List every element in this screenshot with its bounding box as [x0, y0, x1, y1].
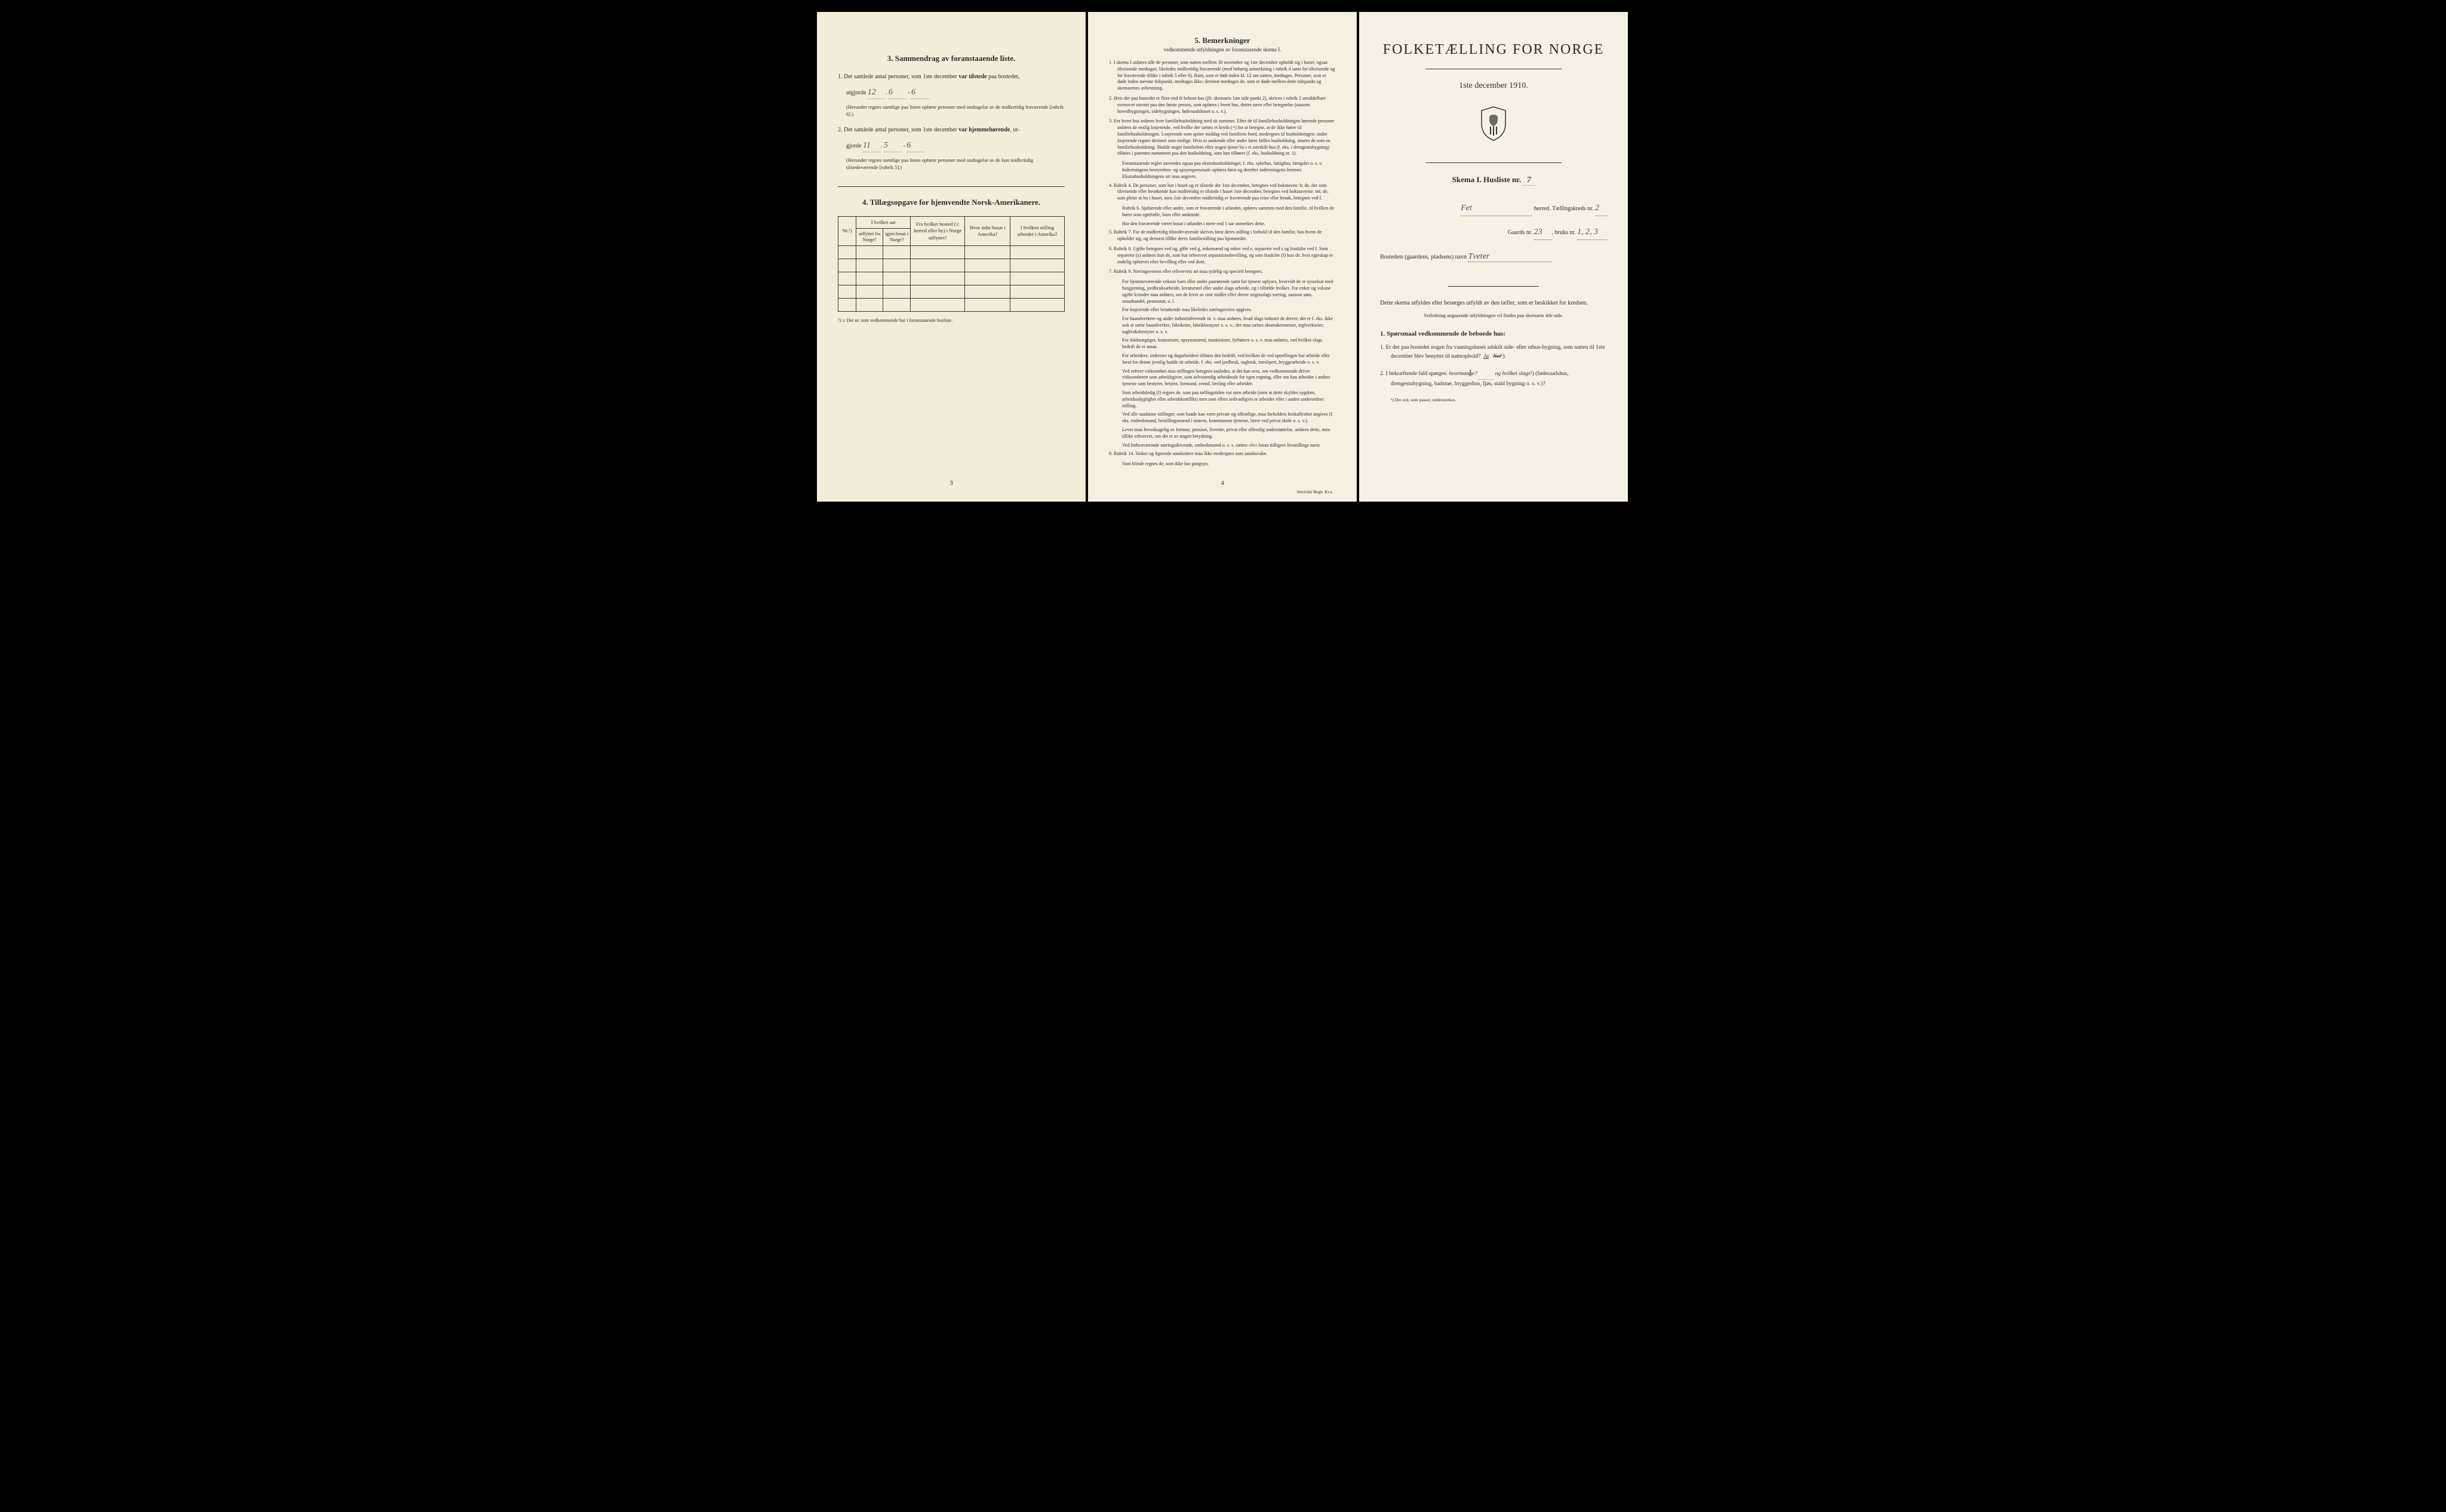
bemerk-item: 4. Rubrik 4. De personer, som bor i huse…: [1109, 183, 1336, 202]
instruction1: Dette skema utfyldes eller besørges utfy…: [1380, 299, 1607, 308]
section3-item1-values: utgjorde 12. 6 - 6: [838, 86, 1065, 99]
bruks-nr: 1, 2, 3: [1577, 225, 1607, 240]
section3-item1: 1. Det samlede antal personer, som 1ste …: [838, 72, 1065, 81]
val2-b: 5: [884, 139, 902, 152]
bemerk-item: For fuldmægtiger, kontorister, opsynsmæn…: [1109, 337, 1336, 351]
bemerk-item: For haandverkere og andre industridriven…: [1109, 316, 1336, 335]
section3-note2: (Herunder regnes samtlige paa listen opf…: [838, 157, 1065, 171]
page-number-4: 4: [1221, 480, 1224, 487]
bostedet-val: Tveter: [1468, 252, 1551, 262]
page-1-title: FOLKETÆLLING FOR NORGE 1ste december 191…: [1359, 12, 1628, 502]
col-bosted: Fra hvilket bosted (ɔ: herred eller by) …: [911, 216, 965, 246]
bemerkninger-list: 1. I skema I anføres alle de personer, s…: [1109, 60, 1336, 468]
bemerk-item: 7. Rubrik 9. Næringsveiens eller erhverv…: [1109, 269, 1336, 275]
question-1: 1. Er der paa bostedet nogen fra vaaning…: [1380, 343, 1607, 361]
section4-heading: 4. Tillægsopgave for hjemvendte Norsk-Am…: [838, 198, 1065, 207]
q1-nei: Nei: [1493, 354, 1501, 359]
val1-a: 12: [868, 86, 886, 99]
bemerk-item: 2. Hvis der paa bostedet er flere end ét…: [1109, 96, 1336, 115]
crest-divider: [1425, 162, 1562, 163]
q2-count: 1: [1479, 367, 1494, 380]
table-row: [838, 285, 1065, 299]
section3-item2-values: gjorde 11. 5 - 6: [838, 139, 1065, 152]
bemerk-item: Som arbeidsledig (l) regnes de, som paa …: [1109, 390, 1336, 409]
col-igjen: igjen bosat i Norge?: [883, 228, 910, 246]
bemerk-item: Rubrik 6. Sjøfarende eller andre, som er…: [1109, 205, 1336, 219]
husliste-nr: 7: [1523, 176, 1535, 186]
document-wrapper: 3. Sammendrag av foranstaaende liste. 1.…: [817, 12, 1629, 502]
main-title: FOLKETÆLLING FOR NORGE: [1380, 42, 1607, 58]
table-row: [838, 259, 1065, 272]
section5-subheading: vedkommende utfyldningen av foranstaaend…: [1109, 47, 1336, 53]
val1-c: 6: [911, 86, 929, 99]
bemerk-item: Ved alle saadanne stillinger, som baade …: [1109, 411, 1336, 425]
kreds-nr: 2: [1595, 201, 1607, 216]
printer-note: Steen'ske Bogtr. Kr.a.: [1296, 490, 1333, 494]
col-utflyttet: utflyttet fra Norge?: [856, 228, 883, 246]
bemerk-item: For arbeidere, inderster og dagarbeidere…: [1109, 353, 1336, 366]
table-row: [838, 299, 1065, 312]
herred-line: Fet herred. Tællingskreds nr. 2: [1380, 201, 1607, 216]
divider: [838, 186, 1065, 187]
section3-item2: 2. Det samlede antal personer, som 1ste …: [838, 125, 1065, 134]
bemerk-item: Foranstaaende regler anvendes ogsaa paa …: [1109, 161, 1336, 180]
coat-of-arms-icon: [1380, 106, 1607, 145]
bemerk-item: Har den fraværende været bosat i utlande…: [1109, 221, 1336, 228]
herred-val: Fet: [1461, 201, 1532, 216]
val1-b: 6: [889, 86, 907, 99]
question-2: 2. I bekræftende fald spørges: hvormange…: [1380, 367, 1607, 388]
page-4-bemerkninger: 5. Bemerkninger vedkommende utfyldningen…: [1088, 12, 1357, 502]
gaards-line: Gaards nr. 23, bruks nr. 1, 2, 3: [1380, 225, 1607, 240]
col-sidst: Hvor sidst bosat i Amerika?: [965, 216, 1010, 246]
instruction2: Veiledning angaaende utfyldningen vil fi…: [1380, 312, 1607, 318]
bemerk-item: Ved enhver virksomhet maa stillingen bet…: [1109, 368, 1336, 388]
section3-heading: 3. Sammendrag av foranstaaende liste.: [838, 54, 1065, 63]
skema-line: Skema I. Husliste nr. 7: [1380, 175, 1607, 186]
subtitle: 1ste december 1910.: [1380, 81, 1607, 91]
col-aar: I hvilket aar: [856, 216, 911, 228]
page-3-sammendrag: 3. Sammendrag av foranstaaende liste. 1.…: [817, 12, 1086, 502]
section3-note1: (Herunder regnes samtlige paa listen opf…: [838, 104, 1065, 118]
bemerk-item: For losjerende eller besøkende maa likel…: [1109, 307, 1336, 314]
question-heading: 1. Spørsmaal vedkommende de beboede hus:: [1380, 330, 1607, 337]
section5-heading: 5. Bemerkninger: [1109, 36, 1336, 45]
val2-a: 11: [863, 139, 881, 152]
bemerk-item: 6. Rubrik 8. Ugifte betegnes ved ug, gif…: [1109, 246, 1336, 265]
bemerk-item: 8. Rubrik 14. Sinker og lignende aandssl…: [1109, 451, 1336, 457]
tillaeg-table: Nr.¹) I hvilket aar Fra hvilket bosted (…: [838, 216, 1065, 312]
page3-footnote: ¹) Det ord, som passer, understrekes.: [1380, 397, 1607, 402]
table-row: [838, 246, 1065, 259]
q1-ja: Ja: [1483, 354, 1489, 359]
bemerk-item: Som blinde regnes de, som ikke har gangs…: [1109, 461, 1336, 468]
page-number-3: 3: [949, 480, 953, 487]
bemerk-item: 3. For hvert hus anføres hver familiehus…: [1109, 118, 1336, 157]
bemerk-item: Lever man hovedsagelig av formue, pensio…: [1109, 427, 1336, 440]
val2-c: 6: [907, 139, 924, 152]
gaards-nr: 23: [1534, 225, 1552, 240]
section4-footnote: ¹) ɔ: Det nr. som vedkommende har i fora…: [838, 318, 1065, 323]
bemerk-item: Ved forhenværende næringsdrivende, embed…: [1109, 442, 1336, 449]
bemerk-item: 1. I skema I anføres alle de personer, s…: [1109, 60, 1336, 92]
bostedet-line: Bostedets (gaardens, pladsens) navn Tvet…: [1380, 252, 1607, 262]
table-row: [838, 272, 1065, 285]
mid-divider: [1448, 286, 1539, 287]
bemerk-item: For hjemmeværende voksne barn eller andr…: [1109, 279, 1336, 305]
col-nr: Nr.¹): [838, 216, 856, 246]
bemerk-item: 5. Rubrik 7. For de midlertidig tilstede…: [1109, 229, 1336, 242]
tillaeg-tbody: [838, 246, 1065, 312]
col-stilling: I hvilken stilling arbeidet i Amerika?: [1010, 216, 1065, 246]
